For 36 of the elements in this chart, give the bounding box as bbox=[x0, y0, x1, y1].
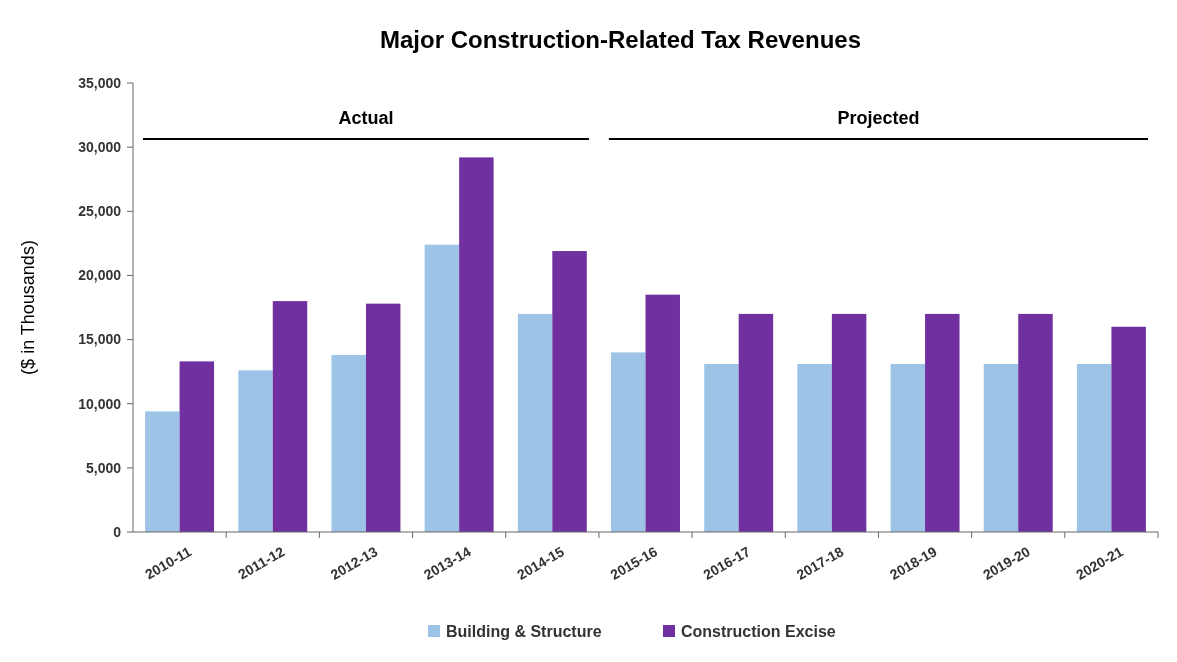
bar bbox=[890, 363, 926, 532]
bar bbox=[1018, 313, 1053, 532]
bar bbox=[331, 354, 366, 532]
bar bbox=[611, 352, 646, 532]
y-tick-label: 30,000 bbox=[78, 139, 122, 156]
bar bbox=[797, 363, 832, 532]
bar bbox=[831, 313, 867, 532]
bar bbox=[552, 251, 587, 532]
bar bbox=[738, 313, 774, 532]
y-tick-label: 10,000 bbox=[78, 395, 122, 412]
y-tick-label: 20,000 bbox=[78, 267, 122, 284]
y-tick-label: 0 bbox=[113, 523, 122, 540]
bar bbox=[1111, 326, 1146, 532]
bar bbox=[145, 411, 180, 532]
y-tick-label: 5,000 bbox=[85, 459, 122, 476]
bar bbox=[459, 157, 494, 532]
bar bbox=[704, 363, 739, 532]
y-axis-title: ($ in Thousands) bbox=[18, 240, 38, 375]
y-tick-label: 35,000 bbox=[78, 74, 122, 91]
annotation: Actual bbox=[338, 108, 394, 128]
bar bbox=[238, 370, 273, 532]
legend-label: Construction Excise bbox=[681, 622, 836, 640]
y-tick-label: 25,000 bbox=[78, 203, 122, 220]
bar bbox=[517, 313, 553, 532]
bar bbox=[272, 301, 308, 532]
bar bbox=[925, 313, 960, 532]
bar bbox=[1076, 363, 1112, 532]
bar bbox=[424, 244, 460, 532]
bar bbox=[645, 294, 680, 532]
chart-title: Major Construction-Related Tax Revenues bbox=[380, 26, 861, 53]
bar bbox=[983, 363, 1019, 532]
bar bbox=[365, 303, 401, 532]
bar bbox=[179, 361, 215, 532]
annotation: Projected bbox=[837, 108, 920, 128]
y-tick-label: 15,000 bbox=[78, 331, 122, 348]
legend-label: Building & Structure bbox=[446, 622, 602, 640]
